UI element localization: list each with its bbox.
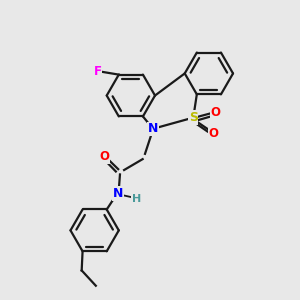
Text: S: S (189, 111, 198, 124)
Text: N: N (148, 122, 158, 135)
Text: O: O (99, 150, 110, 163)
Text: F: F (94, 65, 102, 78)
Text: O: O (210, 106, 220, 119)
Text: N: N (113, 187, 123, 200)
Text: H: H (132, 194, 141, 204)
Text: O: O (208, 127, 218, 140)
